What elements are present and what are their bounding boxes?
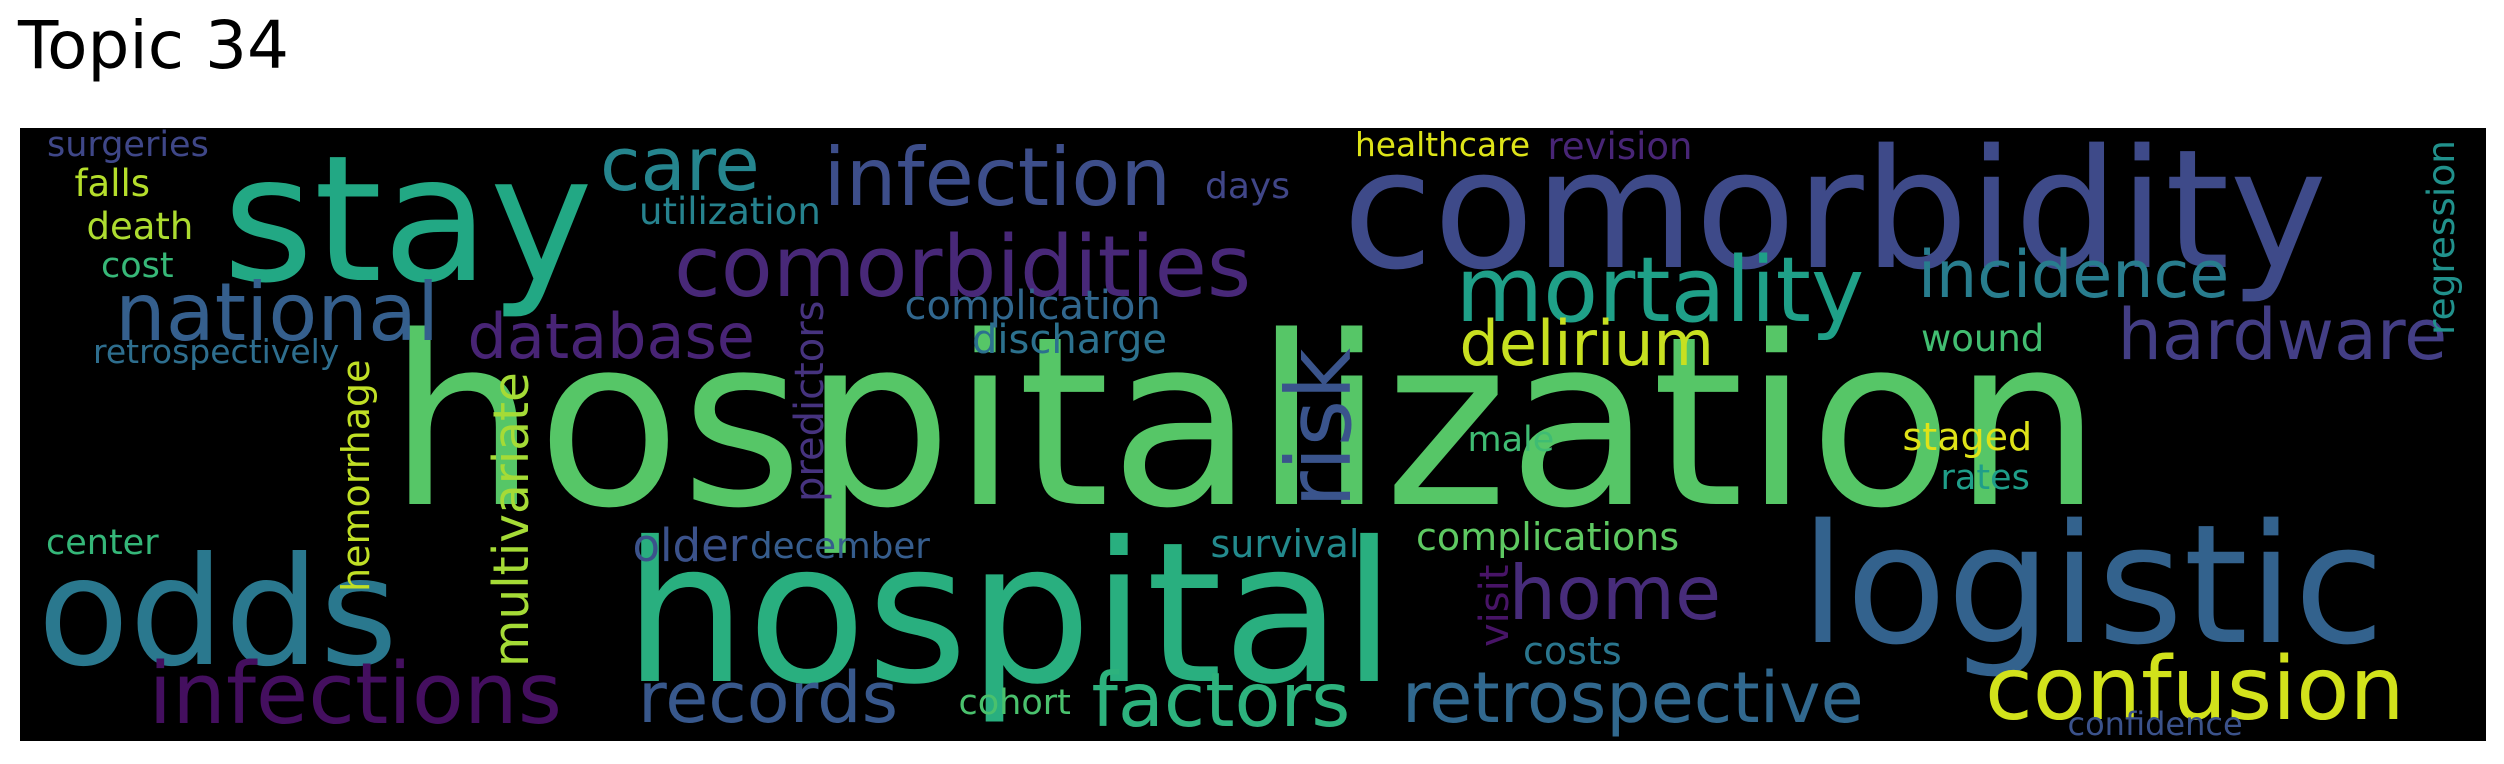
word-multivariate: multivariate bbox=[483, 372, 540, 667]
word-comorbidity: comorbidity bbox=[1342, 128, 2328, 306]
word-staged: staged bbox=[1902, 415, 2033, 459]
word-complications: complications bbox=[1416, 515, 1680, 559]
word-hospital: hospital bbox=[623, 500, 1397, 727]
word-incidence: incidence bbox=[1918, 238, 2230, 313]
word-national: national bbox=[115, 266, 440, 359]
word-hemorrhage: hemorrhage bbox=[334, 359, 378, 592]
word-hardware: hardware bbox=[2117, 294, 2448, 376]
word-home: home bbox=[1508, 549, 1722, 637]
word-records: records bbox=[638, 657, 899, 739]
word-death: death bbox=[86, 205, 194, 248]
word-revision: revision bbox=[1547, 128, 1693, 168]
word-risk: risk bbox=[1267, 348, 1372, 508]
word-confidence: confidence bbox=[2067, 705, 2243, 741]
word-falls: falls bbox=[74, 162, 151, 205]
word-discharge: discharge bbox=[972, 317, 1167, 363]
word-infection: infection bbox=[823, 131, 1172, 224]
word-wound: wound bbox=[1921, 317, 2045, 360]
word-confusion: confusion bbox=[1985, 637, 2405, 740]
word-regression: regression bbox=[2419, 140, 2463, 335]
word-logistic: logistic bbox=[1800, 489, 2385, 681]
word-male: male bbox=[1467, 420, 1555, 460]
word-costs: costs bbox=[1523, 629, 1622, 673]
word-retrospective: retrospective bbox=[1402, 657, 1864, 739]
word-visit: visit bbox=[1472, 564, 1518, 647]
word-retrospectively: retrospectively bbox=[93, 332, 340, 371]
word-predictors: predictors bbox=[787, 300, 833, 502]
word-comorbidities: comorbidities bbox=[674, 218, 1252, 317]
word-factors: factors bbox=[1091, 656, 1351, 741]
word-survival: survival bbox=[1210, 522, 1360, 566]
word-days: days bbox=[1205, 165, 1291, 207]
word-care: care bbox=[600, 128, 760, 208]
word-healthcare: healthcare bbox=[1355, 128, 1531, 164]
word-cost: cost bbox=[101, 246, 174, 286]
word-december: december bbox=[750, 526, 930, 567]
word-center: center bbox=[46, 523, 159, 563]
word-older: older bbox=[632, 519, 748, 572]
word-rates: rates bbox=[1940, 458, 2030, 498]
word-delirium: delirium bbox=[1459, 307, 1714, 380]
word-database: database bbox=[467, 300, 755, 373]
word-stay: stay bbox=[222, 128, 594, 322]
figure-title: Topic 34 bbox=[18, 7, 289, 84]
word-odds: odds bbox=[37, 526, 398, 700]
word-complication: complication bbox=[904, 283, 1161, 329]
word-mortality: mortality bbox=[1455, 238, 1865, 343]
word-cohort: cohort bbox=[958, 683, 1071, 723]
word-cloud: hospitalization stay comorbidity hospita… bbox=[20, 128, 2486, 741]
word-surgeries: surgeries bbox=[47, 128, 209, 165]
word-hospitalization: hospitalization bbox=[388, 287, 2102, 560]
word-utilization: utilization bbox=[639, 190, 821, 233]
word-infections: infections bbox=[148, 645, 563, 741]
